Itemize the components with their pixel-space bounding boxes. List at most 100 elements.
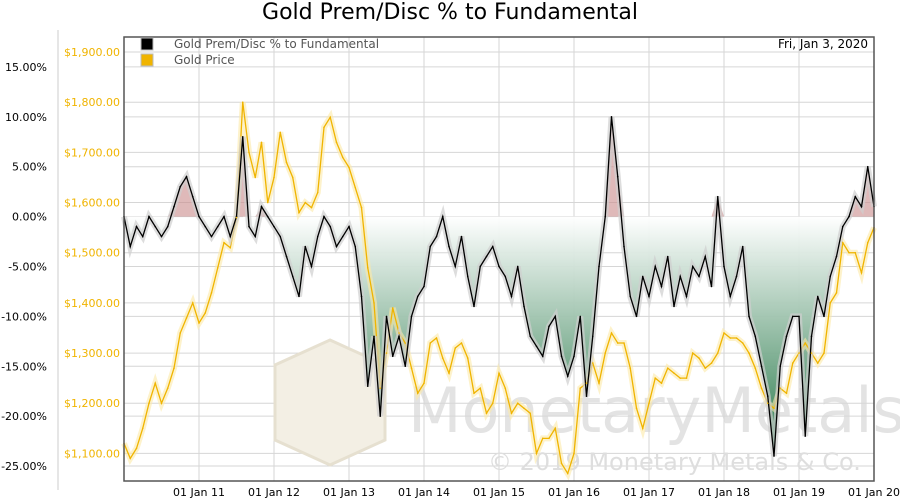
gold-price-point (629, 367, 632, 369)
gold-price-point (716, 352, 719, 354)
gold-price-point (260, 141, 263, 144)
premium-point (810, 335, 813, 338)
gold-price-point (560, 462, 563, 465)
premium-point (566, 375, 569, 378)
y-left-tick-label: -5.00% (8, 260, 47, 273)
premium-point (391, 355, 394, 358)
x-axis: 01 Jan 11 01 Jan 12 01 Jan 13 01 Jan 14 01 J… (173, 486, 900, 499)
premium-point (473, 305, 475, 308)
gold-price-point (216, 266, 219, 269)
premium-point (373, 335, 375, 338)
premium-point (660, 285, 663, 288)
premium-point (154, 225, 157, 228)
gold-price-point (141, 427, 144, 430)
gold-price-point (516, 402, 519, 405)
premium-point (398, 335, 400, 338)
discount-area (124, 216, 874, 457)
premium-point (404, 365, 407, 368)
premium-point (460, 235, 463, 238)
premium-point (410, 315, 413, 318)
x-tick-label: 01 Jan 14 (398, 486, 450, 499)
y-left-tick-label: 10.00% (5, 111, 47, 124)
premium-point (198, 215, 200, 218)
premium-point (804, 435, 807, 437)
premium-point (416, 295, 419, 298)
gold-price-point (185, 317, 188, 319)
gold-price-point (204, 312, 207, 314)
x-tick-label: 01 Jan 15 (473, 486, 525, 499)
premium-point (229, 235, 232, 238)
gold-price-point (485, 412, 488, 415)
gold-price-point (304, 201, 307, 204)
gold-price-point (473, 392, 475, 395)
premium-point (866, 165, 869, 168)
gold-price-point (735, 337, 738, 339)
gold-price-point (816, 362, 819, 364)
gold-price-point (548, 437, 550, 440)
gold-price-point (523, 407, 525, 410)
premium-point (504, 275, 507, 278)
gold-price-point (223, 241, 225, 244)
legend-label-premium: Gold Prem/Disc % to Fundamental (174, 37, 379, 51)
gold-price-point (504, 387, 507, 389)
gold-price-point (666, 367, 669, 369)
gold-price-point (791, 362, 794, 364)
date-label: Fri, Jan 3, 2020 (778, 37, 868, 51)
gold-price-point (235, 216, 238, 219)
x-tick-label: 01 Jan 12 (248, 486, 300, 499)
premium-point (816, 295, 819, 298)
premium-point (548, 325, 550, 328)
premium-point (210, 235, 213, 238)
premium-point (541, 355, 544, 358)
gold-price-point (673, 372, 675, 374)
premium-point (185, 175, 188, 178)
gold-price-point (685, 377, 688, 379)
gold-price-point (448, 372, 450, 374)
x-tick-label: 01 Jan 16 (548, 486, 600, 499)
premium-point (298, 295, 300, 298)
gold-price-point (416, 392, 419, 395)
x-tick-label: 01 Jan 11 (173, 486, 225, 499)
gold-price-point (441, 357, 444, 359)
premium-point (323, 215, 325, 218)
gold-price-point (173, 367, 175, 369)
gold-price-point (266, 201, 269, 204)
gold-price-point (285, 161, 288, 164)
gold-price-point (179, 332, 182, 334)
x-tick-label: 01 Jan 13 (323, 486, 375, 499)
premium-point (260, 205, 263, 208)
premium-point (523, 305, 525, 308)
gold-price-point (329, 116, 332, 119)
premium-point (304, 245, 307, 248)
gold-price-point (191, 302, 194, 304)
premium-point (641, 275, 644, 278)
y-left-tick-label: 5.00% (12, 161, 47, 174)
premium-point (223, 215, 225, 218)
plot-area (121, 101, 877, 481)
premium-point (654, 265, 657, 268)
premium-point (173, 205, 175, 208)
gold-price-point (598, 382, 600, 384)
gold-price-point (623, 342, 625, 344)
y-left-tick-label: -10.00% (1, 310, 47, 323)
gold-price-point (385, 352, 388, 354)
gold-price-point (835, 292, 838, 294)
premium-point (423, 285, 425, 288)
premium-point (454, 265, 457, 268)
gold-price-point (841, 241, 844, 244)
gold-price-point (373, 302, 375, 304)
premium-point (829, 275, 832, 278)
gold-price-point (723, 332, 725, 334)
plot-frame (123, 36, 875, 482)
gold-price-point (429, 342, 432, 344)
premium-point (735, 275, 738, 278)
premium-point (510, 295, 513, 298)
gold-price-point (354, 186, 357, 189)
gold-price-point (454, 347, 457, 349)
gold-price-point (748, 352, 750, 354)
gold-price-point (604, 352, 607, 354)
gold-price-point (241, 101, 244, 104)
gold-price-point (198, 322, 200, 324)
gold-price-point (648, 402, 650, 405)
gold-price-point (766, 402, 769, 405)
